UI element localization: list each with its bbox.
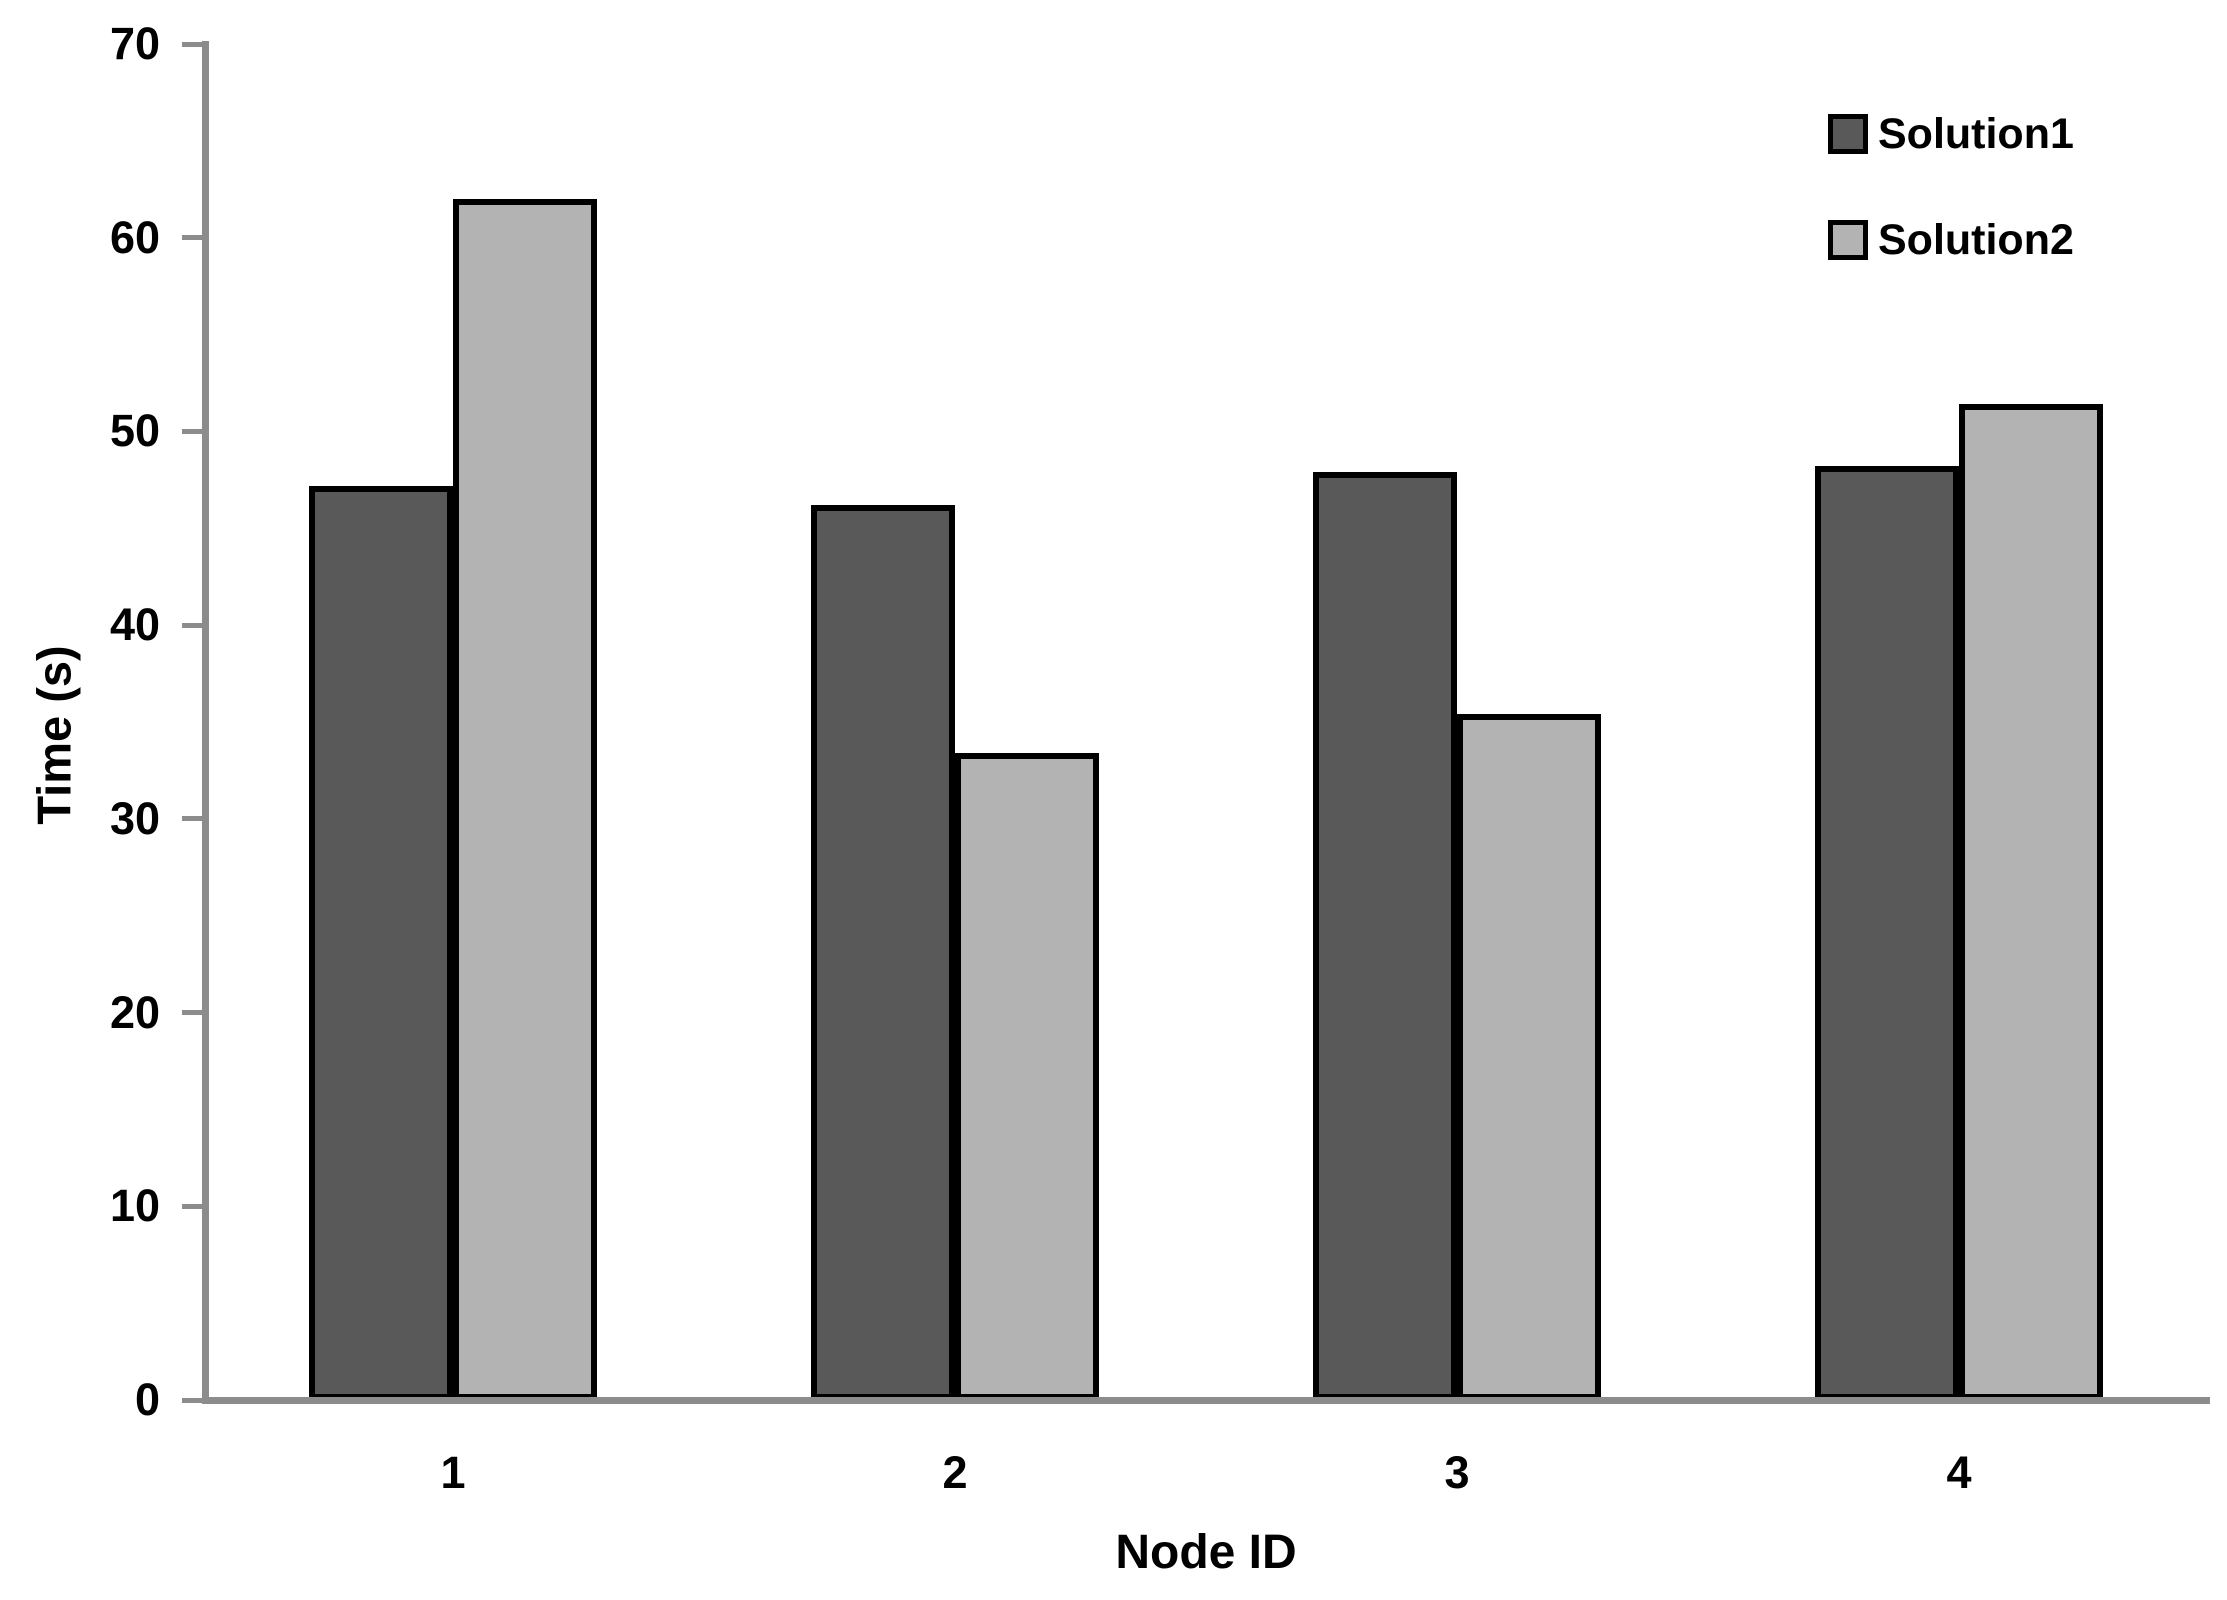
bar-solution1-node1 <box>309 485 453 1400</box>
bar-solution2-node4 <box>1959 404 2103 1400</box>
y-tick <box>182 235 209 241</box>
x-axis-title: Node ID <box>1115 1526 1297 1579</box>
x-category-label: 4 <box>1946 1447 1972 1498</box>
y-tick <box>182 1203 209 1209</box>
bar-solution2-node3 <box>1457 714 1601 1400</box>
y-tick <box>182 1397 209 1403</box>
y-tick-label: 60 <box>109 211 160 263</box>
bar-solution1-node4 <box>1815 466 1959 1400</box>
x-axis-line <box>202 1397 2210 1404</box>
y-tick <box>182 1010 209 1016</box>
y-tick <box>182 428 209 434</box>
y-tick-label: 10 <box>109 1180 160 1232</box>
bar-solution2-node1 <box>453 198 597 1400</box>
y-tick <box>182 816 209 822</box>
legend-item-solution1: Solution1 <box>1828 110 2074 158</box>
legend-label: Solution2 <box>1878 216 2074 264</box>
y-tick-label: 0 <box>134 1374 160 1425</box>
y-tick <box>182 622 209 628</box>
x-category-label: 1 <box>440 1447 466 1498</box>
y-tick-label: 40 <box>109 599 160 651</box>
x-category-label: 3 <box>1444 1447 1470 1498</box>
bar-solution2-node2 <box>955 752 1099 1400</box>
legend-swatch-icon <box>1828 114 1868 154</box>
y-tick-label: 30 <box>109 792 160 844</box>
legend-label: Solution1 <box>1878 110 2074 158</box>
y-tick-label: 50 <box>109 405 160 457</box>
y-tick-label: 20 <box>109 986 160 1038</box>
legend-item-solution2: Solution2 <box>1828 216 2074 264</box>
y-tick <box>182 41 209 47</box>
legend: Solution1 Solution2 <box>1828 110 2074 264</box>
legend-swatch-icon <box>1828 220 1868 260</box>
bar-solution1-node2 <box>811 505 955 1400</box>
y-axis-title: Time (s) <box>27 645 81 825</box>
x-category-label: 2 <box>942 1447 968 1498</box>
y-tick-label: 70 <box>109 18 160 69</box>
bar-solution1-node3 <box>1313 472 1457 1400</box>
y-axis-line <box>202 41 209 1403</box>
